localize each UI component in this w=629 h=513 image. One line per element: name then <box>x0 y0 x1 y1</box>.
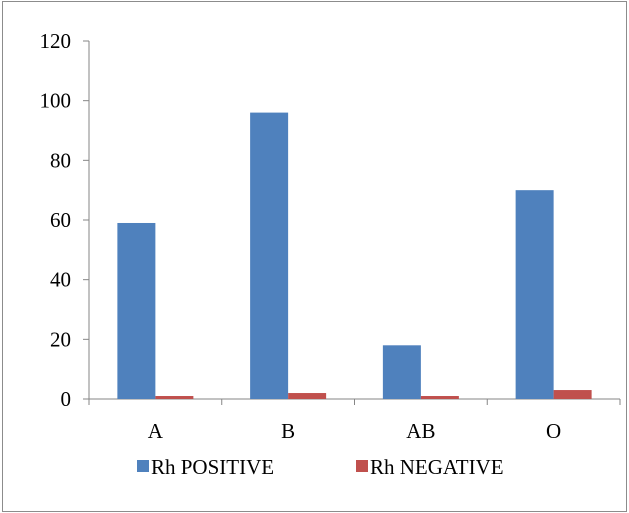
x-tick-label: A <box>148 419 164 443</box>
bar <box>553 390 592 399</box>
bar <box>117 222 156 399</box>
bar <box>420 396 459 399</box>
bar <box>382 345 421 399</box>
legend-label: Rh NEGATIVE <box>370 455 504 479</box>
y-tick-label: 100 <box>40 89 72 113</box>
legend-swatch <box>137 460 149 472</box>
y-tick-label: 40 <box>50 268 71 292</box>
y-tick-label: 60 <box>50 208 71 232</box>
x-tick-label: O <box>546 419 561 443</box>
x-tick-label: AB <box>406 419 435 443</box>
bar <box>155 396 194 399</box>
legend-swatch <box>356 460 368 472</box>
legend-label: Rh POSITIVE <box>151 455 274 479</box>
y-tick-label: 0 <box>61 387 72 411</box>
bar <box>250 112 289 399</box>
bar <box>288 393 327 399</box>
y-tick-label: 120 <box>40 29 72 53</box>
y-tick-label: 80 <box>50 148 71 172</box>
y-tick-label: 20 <box>50 327 71 351</box>
x-tick-label: B <box>281 419 295 443</box>
bar <box>515 190 554 399</box>
